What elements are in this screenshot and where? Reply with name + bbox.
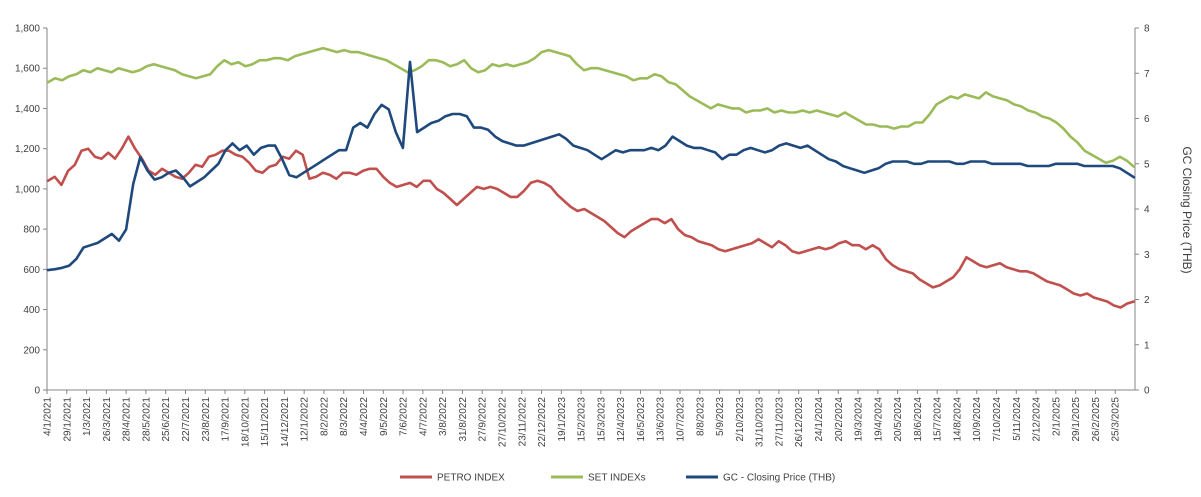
x-tick-label: 4/4/2022 [359, 397, 370, 436]
x-tick-label: 1/3/2021 [82, 397, 93, 436]
y-tick-label: 0 [34, 386, 40, 397]
x-tick-label: 22/7/2021 [181, 397, 192, 442]
x-tick-label: 5/9/2023 [715, 397, 726, 436]
x-tick-label: 26/12/2023 [794, 397, 805, 447]
x-tick-label: 5/11/2024 [1012, 397, 1023, 441]
y2-tick-label: 8 [1144, 24, 1150, 35]
x-tick-label: 12/4/2023 [616, 397, 627, 442]
x-tick-label: 18/10/2021 [240, 397, 251, 447]
y2-tick-label: 3 [1144, 250, 1150, 261]
x-tick-label: 28/5/2021 [141, 397, 152, 442]
x-tick-label: 25/6/2021 [161, 397, 172, 442]
axes: 0 200 400 600 800 1,000 1,200 1,400 1,600 1,800 0 1… [15, 24, 1150, 448]
x-tick-label: 28/4/2021 [122, 397, 133, 442]
x-tick-label: 15/3/2023 [596, 397, 607, 442]
y-tick-label: 1,200 [15, 144, 40, 155]
x-tick-label: 7/6/2022 [399, 397, 410, 436]
x-tick-label: 7/10/2024 [992, 397, 1003, 442]
x-tick-label: 13/6/2023 [656, 397, 667, 442]
x-tick-label: 26/2/2025 [1091, 397, 1102, 442]
x-tick-label: 10/7/2023 [676, 397, 687, 442]
y2-tick-label: 5 [1144, 159, 1150, 170]
x-tick-label: 16/5/2023 [636, 397, 647, 442]
x-tick-label: 20/5/2024 [893, 397, 904, 442]
y2-axis-title: GC Closing Price (THB) [1180, 146, 1194, 273]
x-tick-label: 22/12/2022 [537, 397, 548, 447]
x-tick-label: 27/9/2022 [478, 397, 489, 442]
x-tick-label: 14/8/2024 [952, 397, 963, 442]
x-tick-label: 4/1/2021 [43, 397, 54, 436]
y-tick-label: 1,000 [15, 184, 40, 195]
x-tick-label: 19/3/2024 [854, 397, 865, 442]
x-tick-label: 2/1/2025 [1051, 397, 1062, 436]
x-tick-label: 10/9/2024 [972, 397, 983, 442]
legend: PETRO INDEX SET INDEXs GC - Closing Price … [400, 473, 835, 484]
x-tick-label: 2/10/2023 [735, 397, 746, 442]
y2-tick-label: 7 [1144, 69, 1150, 80]
x-tick-label: 25/3/2025 [1111, 397, 1122, 442]
y-tick-label: 800 [23, 225, 40, 236]
x-tick-label: 27/10/2022 [497, 397, 508, 447]
y-tick-label: 1,800 [15, 24, 40, 35]
x-tick-label: 23/8/2021 [201, 397, 212, 442]
legend-label: SET INDEXs [588, 473, 646, 484]
x-tick-label: 23/11/2022 [517, 397, 528, 447]
x-tick-label: 24/1/2024 [814, 397, 825, 442]
series-line-0 [46, 135, 1136, 309]
x-tick-label: 29/1/2021 [62, 397, 73, 442]
y2-tick-label: 0 [1144, 386, 1150, 397]
series-line-2 [46, 60, 1136, 272]
x-tick-label: 8/8/2023 [695, 397, 706, 436]
x-tick-label: 15/11/2021 [260, 397, 271, 447]
x-tick-label: 4/7/2022 [418, 397, 429, 436]
x-tick-label: 8/2/2022 [319, 397, 330, 436]
x-tick-label: 3/8/2022 [438, 397, 449, 436]
x-tick-label: 27/11/2023 [774, 397, 785, 447]
x-tick-label: 15/7/2024 [933, 397, 944, 442]
x-tick-label: 19/1/2023 [557, 397, 568, 442]
x-tick-label: 31/8/2022 [458, 397, 469, 442]
x-tick-label: 31/10/2023 [755, 397, 766, 447]
y2-tick-label: 4 [1144, 205, 1150, 216]
x-tick-label: 19/4/2024 [873, 397, 884, 442]
legend-label: PETRO INDEX [437, 473, 505, 484]
y-tick-label: 1,600 [15, 64, 40, 75]
y2-tick-label: 2 [1144, 295, 1150, 306]
x-tick-label: 9/5/2022 [379, 397, 390, 436]
x-tick-label: 26/3/2021 [102, 397, 113, 442]
y-tick-label: 200 [23, 345, 40, 356]
x-tick-label: 14/12/2021 [280, 397, 291, 447]
y-tick-label: 600 [23, 265, 40, 276]
y2-tick-label: 1 [1144, 340, 1150, 351]
x-tick-label: 29/1/2025 [1071, 397, 1082, 442]
x-tick-label: 17/9/2021 [221, 397, 232, 442]
y-tick-label: 400 [23, 305, 40, 316]
legend-label: GC - Closing Price (THB) [723, 473, 835, 484]
x-tick-label: 2/12/2024 [1032, 397, 1043, 442]
x-tick-label: 18/6/2024 [913, 397, 924, 442]
series-lines [46, 46, 1136, 309]
y-tick-label: 1,400 [15, 104, 40, 115]
x-tick-label: 8/3/2022 [339, 397, 350, 436]
y2-tick-label: 6 [1144, 114, 1150, 125]
series-line-1 [46, 46, 1136, 169]
x-tick-label: 12/1/2022 [300, 397, 311, 442]
x-tick-label: 20/2/2024 [834, 397, 845, 442]
x-tick-label: 15/2/2023 [577, 397, 588, 442]
